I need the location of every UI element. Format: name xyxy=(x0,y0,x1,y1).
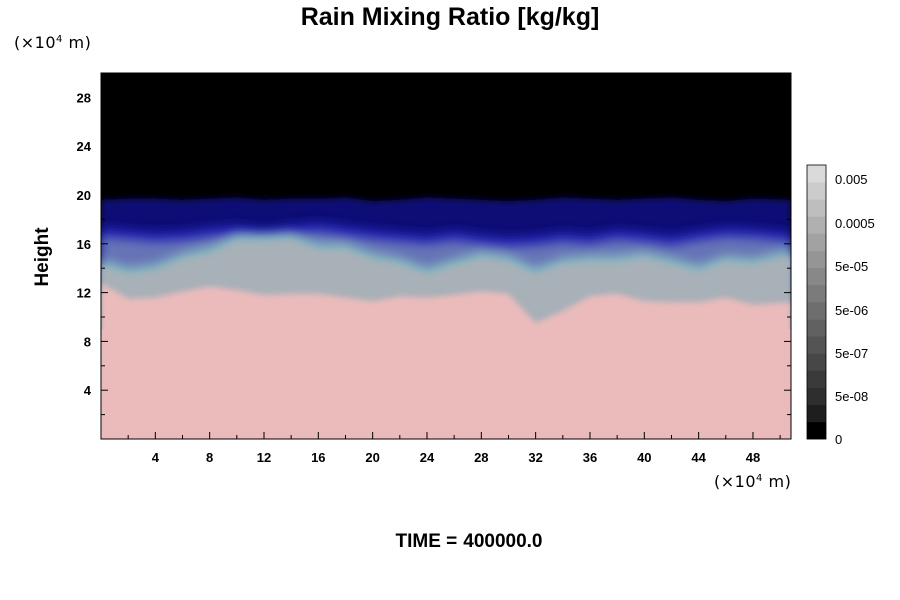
colorbar-swatch xyxy=(807,267,826,286)
colorbar-swatch xyxy=(807,233,826,251)
y-axis-unit: (×104 m) xyxy=(14,33,91,52)
x-tick-label: 36 xyxy=(583,450,597,465)
y-tick-label: 8 xyxy=(84,334,91,349)
y-unit-suffix: m) xyxy=(62,33,92,52)
colorbar-swatch xyxy=(807,387,826,406)
x-tick-label: 4 xyxy=(152,450,160,465)
x-tick-label: 8 xyxy=(206,450,213,465)
colorbar-label: 5e-05 xyxy=(835,259,868,274)
x-axis-unit: (×104 m) xyxy=(714,472,791,491)
time-label: TIME = 400000.0 xyxy=(0,531,900,553)
colorbar-swatch xyxy=(807,319,826,337)
colorbar-swatch xyxy=(807,182,826,200)
y-tick-label: 28 xyxy=(77,90,91,105)
x-tick-label: 20 xyxy=(365,450,379,465)
x-tick-label: 16 xyxy=(311,450,325,465)
field-lower-base xyxy=(101,329,791,439)
y-unit-prefix: (×10 xyxy=(14,33,57,52)
time-value: 400000.0 xyxy=(463,531,543,552)
plot-frame xyxy=(100,72,792,440)
time-label-text: TIME = xyxy=(395,531,458,552)
x-tick-label: 28 xyxy=(474,450,488,465)
x-tick-label: 44 xyxy=(691,450,706,465)
colorbar-label: 5e-07 xyxy=(835,346,868,361)
colorbar-swatch xyxy=(807,336,826,354)
heatmap-field xyxy=(101,73,791,439)
y-tick-label: 4 xyxy=(84,383,92,398)
y-tick-label: 24 xyxy=(77,139,92,154)
colorbar-frame xyxy=(806,164,827,440)
y-tick-label: 20 xyxy=(77,188,91,203)
colorbar-label: 0.005 xyxy=(835,172,868,187)
x-tick-label: 40 xyxy=(637,450,651,465)
x-unit-prefix: (×10 xyxy=(714,472,757,491)
colorbar: 0 5e-08 5e-07 5e-06 5e-05 0.0005 0.005 xyxy=(806,164,875,447)
colorbar-label: 0 xyxy=(835,432,842,447)
y-unit-exponent: 4 xyxy=(56,34,63,45)
y-tick-label: 12 xyxy=(77,286,91,301)
colorbar-label: 5e-06 xyxy=(835,303,868,318)
colorbar-swatch xyxy=(807,165,826,183)
x-tick-label: 24 xyxy=(420,450,435,465)
colorbar-swatch xyxy=(807,199,826,217)
colorbar-swatch xyxy=(807,421,826,440)
colorbar-swatch xyxy=(807,353,826,371)
colorbar-swatch xyxy=(807,302,826,320)
x-unit-exponent: 4 xyxy=(756,473,763,484)
colorbar-swatch xyxy=(807,250,826,269)
colorbar-label: 5e-08 xyxy=(835,389,868,404)
colorbar-swatch xyxy=(807,216,826,234)
y-tick-label: 16 xyxy=(77,237,91,252)
x-tick-label: 32 xyxy=(528,450,542,465)
x-tick-label: 12 xyxy=(257,450,271,465)
colorbar-swatch xyxy=(807,370,826,388)
x-unit-suffix: m) xyxy=(762,472,792,491)
colorbar-label: 0.0005 xyxy=(835,216,875,231)
colorbar-swatch xyxy=(807,284,826,303)
chart-title: Rain Mixing Ratio [kg/kg] xyxy=(300,3,600,31)
colorbar-swatch xyxy=(807,404,826,423)
x-tick-label: 48 xyxy=(746,450,760,465)
